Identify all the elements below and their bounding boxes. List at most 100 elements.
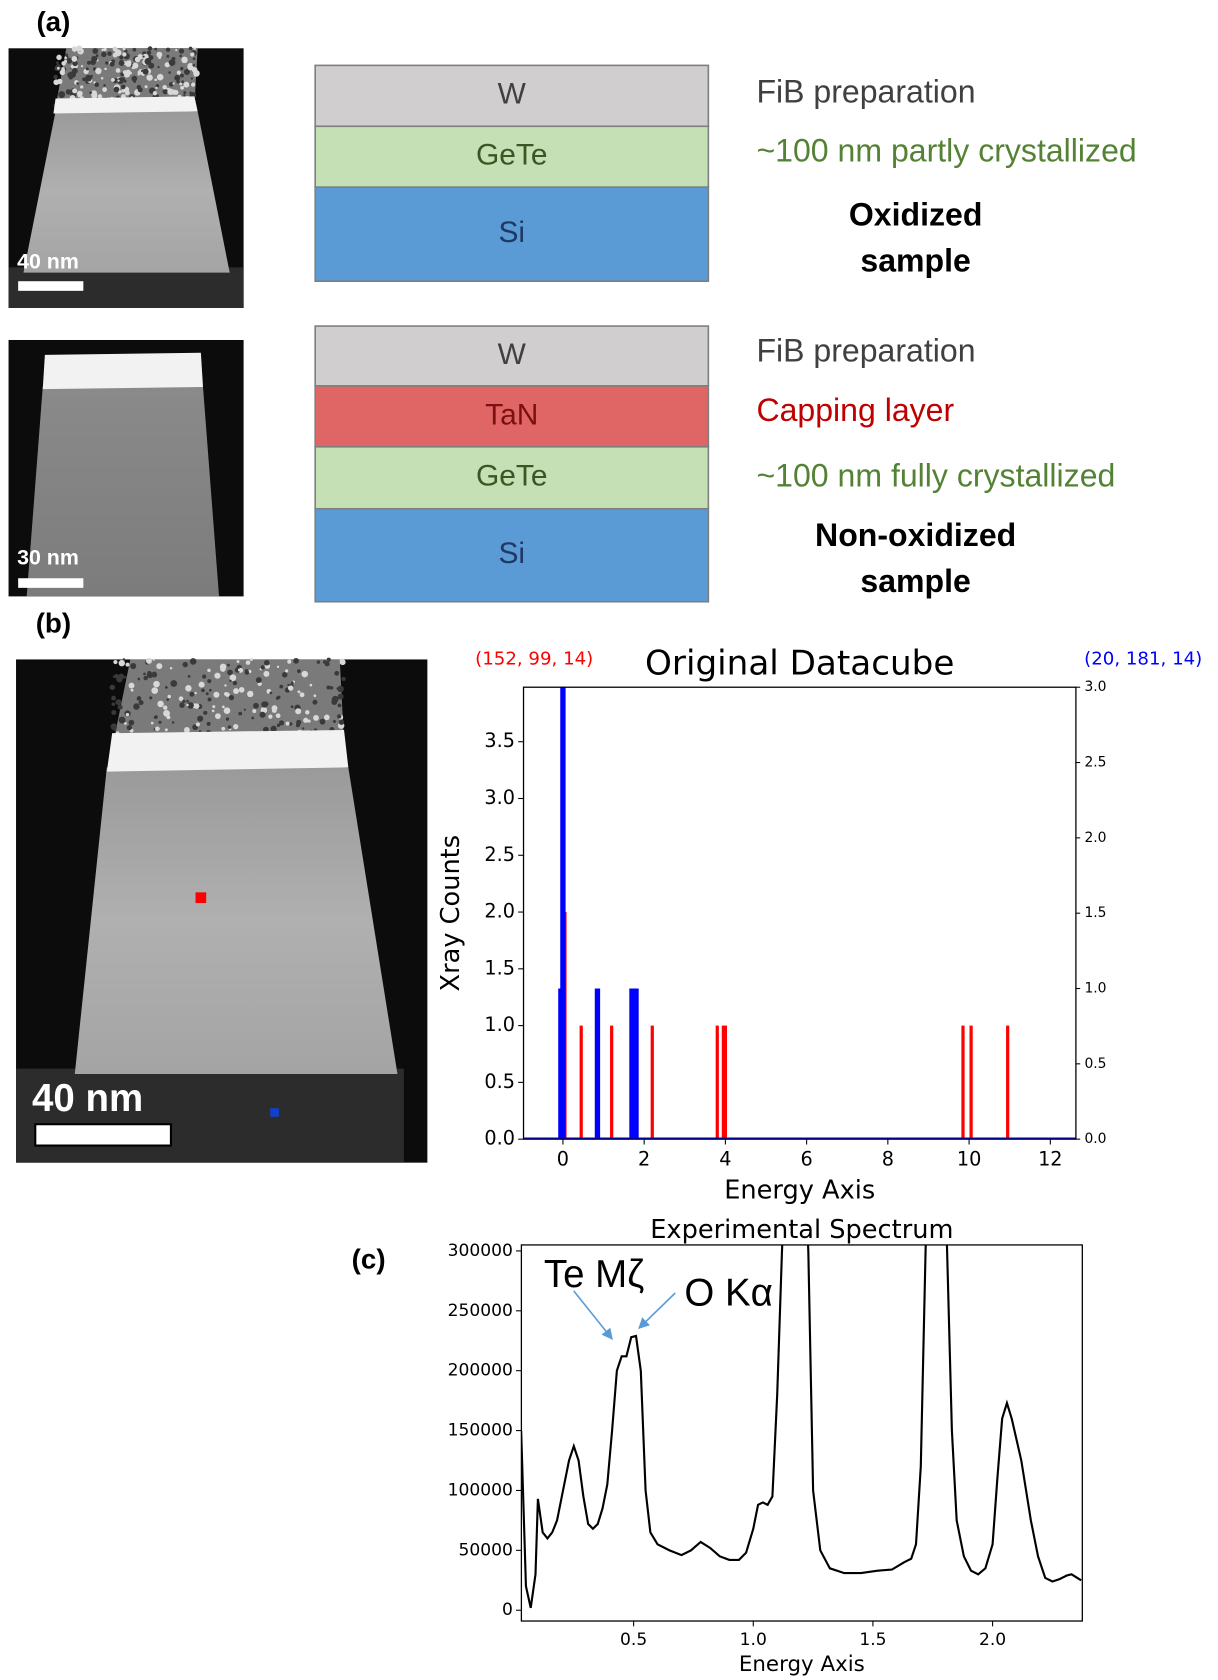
layer bbox=[314, 125, 710, 188]
grain bbox=[117, 704, 123, 710]
grain bbox=[287, 683, 290, 687]
grain bbox=[252, 709, 257, 714]
grain bbox=[53, 79, 60, 86]
sample-label: Oxidized bbox=[849, 197, 983, 233]
grain bbox=[171, 721, 175, 724]
grain bbox=[146, 671, 154, 679]
grain bbox=[225, 717, 230, 721]
grain bbox=[71, 67, 78, 74]
grain bbox=[207, 697, 212, 702]
grain bbox=[181, 56, 188, 64]
grain bbox=[130, 688, 134, 692]
y-axis-label: Xray Counts bbox=[436, 835, 466, 992]
grain bbox=[72, 88, 78, 94]
grain bbox=[293, 657, 299, 664]
micrograph bbox=[16, 657, 428, 1163]
grain bbox=[194, 691, 197, 695]
y2-tick-label: 0.0 bbox=[1084, 1131, 1106, 1147]
grain bbox=[245, 660, 251, 665]
chart-title: Original Datacube bbox=[645, 643, 954, 683]
y-tick-label: 2.0 bbox=[484, 900, 515, 923]
grain bbox=[172, 82, 175, 85]
grain bbox=[271, 705, 278, 712]
grain bbox=[77, 90, 83, 97]
grain bbox=[193, 74, 197, 77]
grain bbox=[126, 725, 133, 731]
y2-tick-label: 1.0 bbox=[1084, 981, 1106, 997]
y-tick-label: 0.5 bbox=[484, 1070, 515, 1093]
grain bbox=[183, 726, 190, 733]
grain bbox=[183, 94, 186, 97]
layer bbox=[314, 186, 710, 283]
panel-label: (b) bbox=[36, 608, 71, 639]
scale-bar-label: 30 nm bbox=[17, 546, 79, 570]
grain bbox=[137, 72, 141, 76]
grain bbox=[103, 47, 107, 52]
probe-marker bbox=[195, 892, 207, 904]
grain bbox=[165, 47, 171, 52]
grain bbox=[247, 690, 254, 698]
grain bbox=[296, 669, 301, 674]
grain bbox=[168, 59, 176, 66]
grain bbox=[156, 663, 163, 670]
grain bbox=[58, 91, 66, 98]
grain bbox=[192, 57, 196, 61]
grain bbox=[331, 699, 338, 705]
grain bbox=[154, 726, 160, 732]
grain bbox=[134, 56, 141, 63]
grain bbox=[111, 77, 115, 82]
grain bbox=[278, 720, 285, 726]
layer bbox=[314, 325, 710, 387]
grain bbox=[319, 718, 326, 725]
grain bbox=[187, 702, 194, 709]
grain bbox=[122, 47, 126, 51]
grain bbox=[86, 60, 91, 65]
grain bbox=[154, 47, 158, 51]
grain bbox=[189, 691, 195, 697]
y-tick-label: 3.0 bbox=[484, 786, 515, 809]
grain bbox=[153, 680, 160, 688]
annotation: O Kα bbox=[684, 1271, 772, 1314]
grain bbox=[80, 85, 84, 89]
grain bbox=[233, 688, 239, 695]
grain bbox=[207, 679, 212, 684]
grain bbox=[118, 659, 125, 667]
grain bbox=[169, 667, 173, 670]
bar bbox=[961, 1025, 965, 1140]
grain bbox=[168, 82, 174, 87]
line bbox=[521, 1244, 1082, 1609]
x-tick-label: 4 bbox=[719, 1147, 731, 1170]
grain bbox=[223, 707, 231, 715]
grain bbox=[124, 722, 127, 725]
plot-frame bbox=[522, 686, 1077, 1140]
grain bbox=[115, 699, 122, 706]
grain bbox=[112, 46, 118, 52]
grain bbox=[202, 674, 207, 679]
grain bbox=[112, 52, 118, 58]
grain bbox=[338, 719, 345, 725]
grain bbox=[109, 684, 116, 691]
grain bbox=[92, 48, 99, 54]
layer-label: W bbox=[498, 338, 527, 371]
grain bbox=[162, 705, 168, 710]
grain bbox=[146, 50, 152, 56]
grain bbox=[56, 54, 62, 61]
grain bbox=[154, 78, 157, 82]
grain bbox=[113, 86, 120, 93]
grain bbox=[208, 688, 212, 692]
grain bbox=[287, 659, 292, 664]
grain bbox=[124, 90, 130, 96]
grain bbox=[76, 82, 79, 85]
grain bbox=[121, 84, 126, 90]
grain bbox=[295, 722, 301, 728]
grain bbox=[149, 696, 153, 700]
layer-label: Si bbox=[498, 537, 525, 570]
substrate bbox=[8, 267, 244, 308]
y2-tick-label: 2.5 bbox=[1084, 755, 1106, 771]
grain bbox=[179, 82, 183, 86]
grain bbox=[288, 722, 293, 726]
annotation-arrow bbox=[573, 1290, 613, 1340]
grain bbox=[277, 695, 281, 700]
grain bbox=[190, 52, 195, 57]
